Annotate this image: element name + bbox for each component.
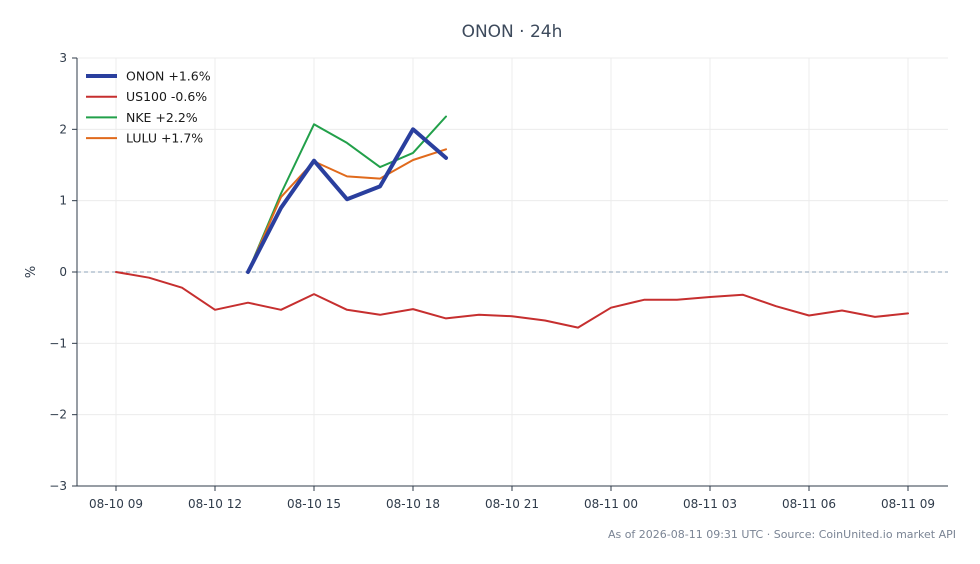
x-tick-label: 08-11 03 (683, 497, 737, 511)
y-axis-ticks: −3 −2 −1 0 1 2 3 (49, 51, 77, 493)
y-tick-label: −3 (49, 479, 67, 493)
series-line-onon (246, 127, 448, 274)
legend-label-lulu: LULU +1.7% (126, 131, 203, 146)
x-axis-ticks: 08-10 09 08-10 12 08-10 15 08-10 18 08-10 21… (89, 486, 935, 511)
x-tick-label: 08-10 12 (188, 497, 242, 511)
series-layer (115, 115, 909, 329)
x-tick-label: 08-10 15 (287, 497, 341, 511)
source-footer: As of 2026-08-11 09:31 UTC · Source: Coi… (608, 528, 956, 541)
chart-title: ONON · 24h (462, 22, 563, 42)
x-tick-label: 08-11 06 (782, 497, 836, 511)
legend-label-nke: NKE +2.2% (126, 110, 198, 125)
x-tick-label: 08-11 09 (881, 497, 935, 511)
legend-label-onon: ONON +1.6% (126, 69, 211, 84)
x-tick-label: 08-10 18 (386, 497, 440, 511)
legend-label-us100: US100 -0.6% (126, 89, 207, 104)
y-tick-label: 1 (59, 194, 67, 208)
legend: ONON +1.6% US100 -0.6% NKE +2.2% LULU +1.7% (86, 69, 211, 146)
y-tick-label: 2 (59, 122, 67, 136)
series-line-us100 (115, 271, 909, 329)
y-tick-label: 3 (59, 51, 67, 65)
x-tick-label: 08-10 09 (89, 497, 143, 511)
series-line-lulu (247, 148, 447, 273)
series-line-nke (247, 115, 447, 273)
y-tick-label: −1 (49, 336, 67, 350)
y-axis-label: % (24, 266, 39, 278)
x-tick-label: 08-11 00 (584, 497, 638, 511)
x-tick-label: 08-10 21 (485, 497, 539, 511)
y-tick-label: 0 (59, 265, 67, 279)
y-tick-label: −2 (49, 408, 67, 422)
